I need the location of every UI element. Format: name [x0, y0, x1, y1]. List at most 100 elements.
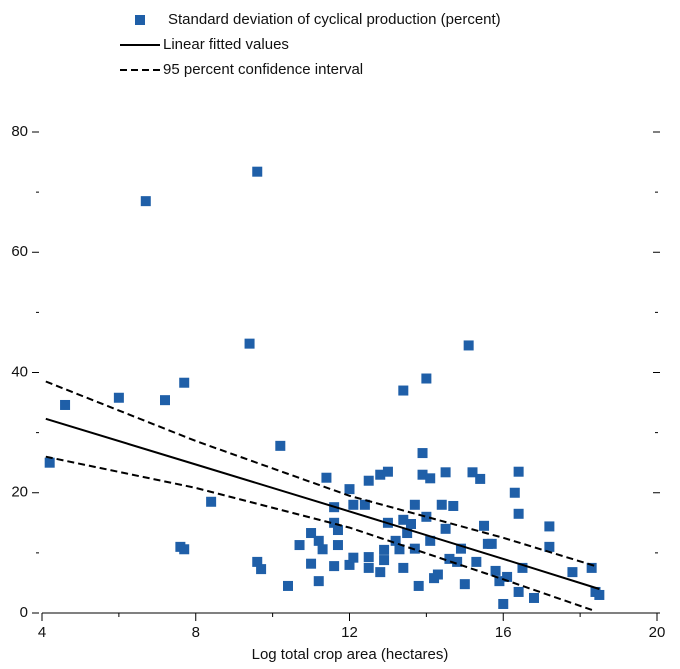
y-tick-label: 60: [11, 243, 28, 260]
scatter-point: [471, 556, 482, 567]
scatter-point: [479, 520, 490, 531]
scatter-point: [363, 562, 374, 573]
scatter-point: [375, 567, 386, 578]
scatter-point: [513, 508, 524, 519]
scatter-point: [294, 540, 305, 551]
legend-label: Linear fitted values: [163, 36, 289, 53]
scatter-point: [394, 544, 405, 555]
scatter-point: [283, 580, 293, 591]
scatter-point: [60, 399, 71, 410]
scatter-point: [425, 535, 436, 546]
scatter-point: [344, 484, 355, 495]
scatter-point: [329, 517, 340, 528]
x-tick-label: 16: [495, 624, 512, 641]
scatter-point: [44, 457, 55, 468]
scatter-point: [455, 543, 466, 554]
scatter-point: [398, 514, 409, 525]
scatter-point: [402, 528, 413, 539]
x-axis-label: Log total crop area (hectares): [252, 646, 449, 663]
y-tick-label: 20: [11, 484, 28, 501]
y-tick-label: 0: [20, 604, 28, 621]
scatter-point: [432, 569, 443, 580]
scatter-point: [502, 571, 513, 582]
scatter-point: [417, 469, 428, 480]
scatter-point: [444, 553, 455, 564]
scatter-point: [406, 519, 416, 530]
scatter-point: [421, 373, 432, 384]
scatter-point: [490, 565, 501, 576]
scatter-point: [256, 564, 267, 575]
x-tick-label: 12: [341, 624, 358, 641]
scatter-point: [452, 556, 463, 567]
scatter-point: [344, 559, 355, 570]
scatter-point: [206, 496, 217, 507]
scatter-point: [544, 521, 555, 532]
scatter-point: [513, 466, 524, 477]
scatter-point: [398, 385, 409, 396]
scatter-point: [513, 586, 524, 597]
scatter-point: [317, 544, 328, 555]
scatter-point: [398, 562, 409, 573]
y-tick-label: 40: [11, 363, 28, 380]
legend-label: 95 percent confidence interval: [163, 61, 363, 78]
scatter-point: [586, 562, 597, 573]
scatter-point: [382, 466, 393, 477]
line-series: [45, 455, 596, 613]
scatter-point: [413, 580, 424, 591]
scatter-point: [509, 487, 520, 498]
scatter-point: [321, 472, 332, 483]
scatter-point: [475, 473, 486, 484]
scatter-point: [332, 525, 343, 536]
scatter-point: [244, 338, 255, 349]
scatter-point: [363, 475, 374, 486]
scatter-point: [440, 523, 451, 534]
x-tick-label: 4: [38, 624, 46, 641]
scatter-point: [179, 377, 190, 388]
scatter-point: [306, 528, 317, 539]
scatter-point: [529, 592, 539, 603]
scatter-point: [417, 448, 428, 459]
scatter-point: [463, 340, 474, 351]
scatter-point: [306, 558, 317, 569]
scatter-point: [252, 556, 263, 567]
scatter-point: [140, 196, 151, 207]
scatter-point: [313, 576, 324, 587]
scatter-point: [459, 579, 470, 590]
scatter-point: [332, 540, 343, 551]
scatter-point: [113, 392, 124, 403]
scatter-point: [375, 469, 386, 480]
scatter-point: [379, 544, 390, 555]
scatter-point: [421, 511, 432, 522]
scatter-point: [252, 166, 263, 177]
x-tick-label: 20: [649, 624, 666, 641]
scatter-point: [348, 552, 359, 563]
scatter-point: [440, 467, 451, 478]
scatter-point: [425, 473, 436, 484]
scatter-point: [486, 538, 497, 549]
scatter-point: [313, 535, 324, 546]
scatter-point: [544, 541, 555, 552]
scatter-point: [329, 561, 340, 572]
scatter-point: [275, 440, 286, 451]
scatter-point: [160, 395, 170, 406]
scatter-point: [448, 500, 459, 511]
scatter-point: [363, 552, 374, 563]
scatter-point: [494, 576, 505, 587]
legend-label: Standard deviation of cyclical productio…: [168, 11, 501, 28]
line-series: [45, 417, 600, 590]
scatter-point: [379, 555, 390, 566]
scatter-point: [567, 567, 578, 578]
y-tick-label: 80: [11, 123, 28, 140]
scatter-point: [179, 544, 190, 555]
scatter-point: [594, 589, 605, 600]
line-series: [45, 380, 596, 568]
legend-marker: [135, 15, 145, 25]
scatter-point: [467, 467, 478, 478]
scatter-point: [517, 562, 528, 573]
scatter-point: [390, 535, 401, 546]
scatter-point: [498, 598, 509, 609]
scatter-point: [348, 499, 359, 510]
x-tick-label: 8: [192, 624, 200, 641]
scatter-point: [359, 499, 370, 510]
